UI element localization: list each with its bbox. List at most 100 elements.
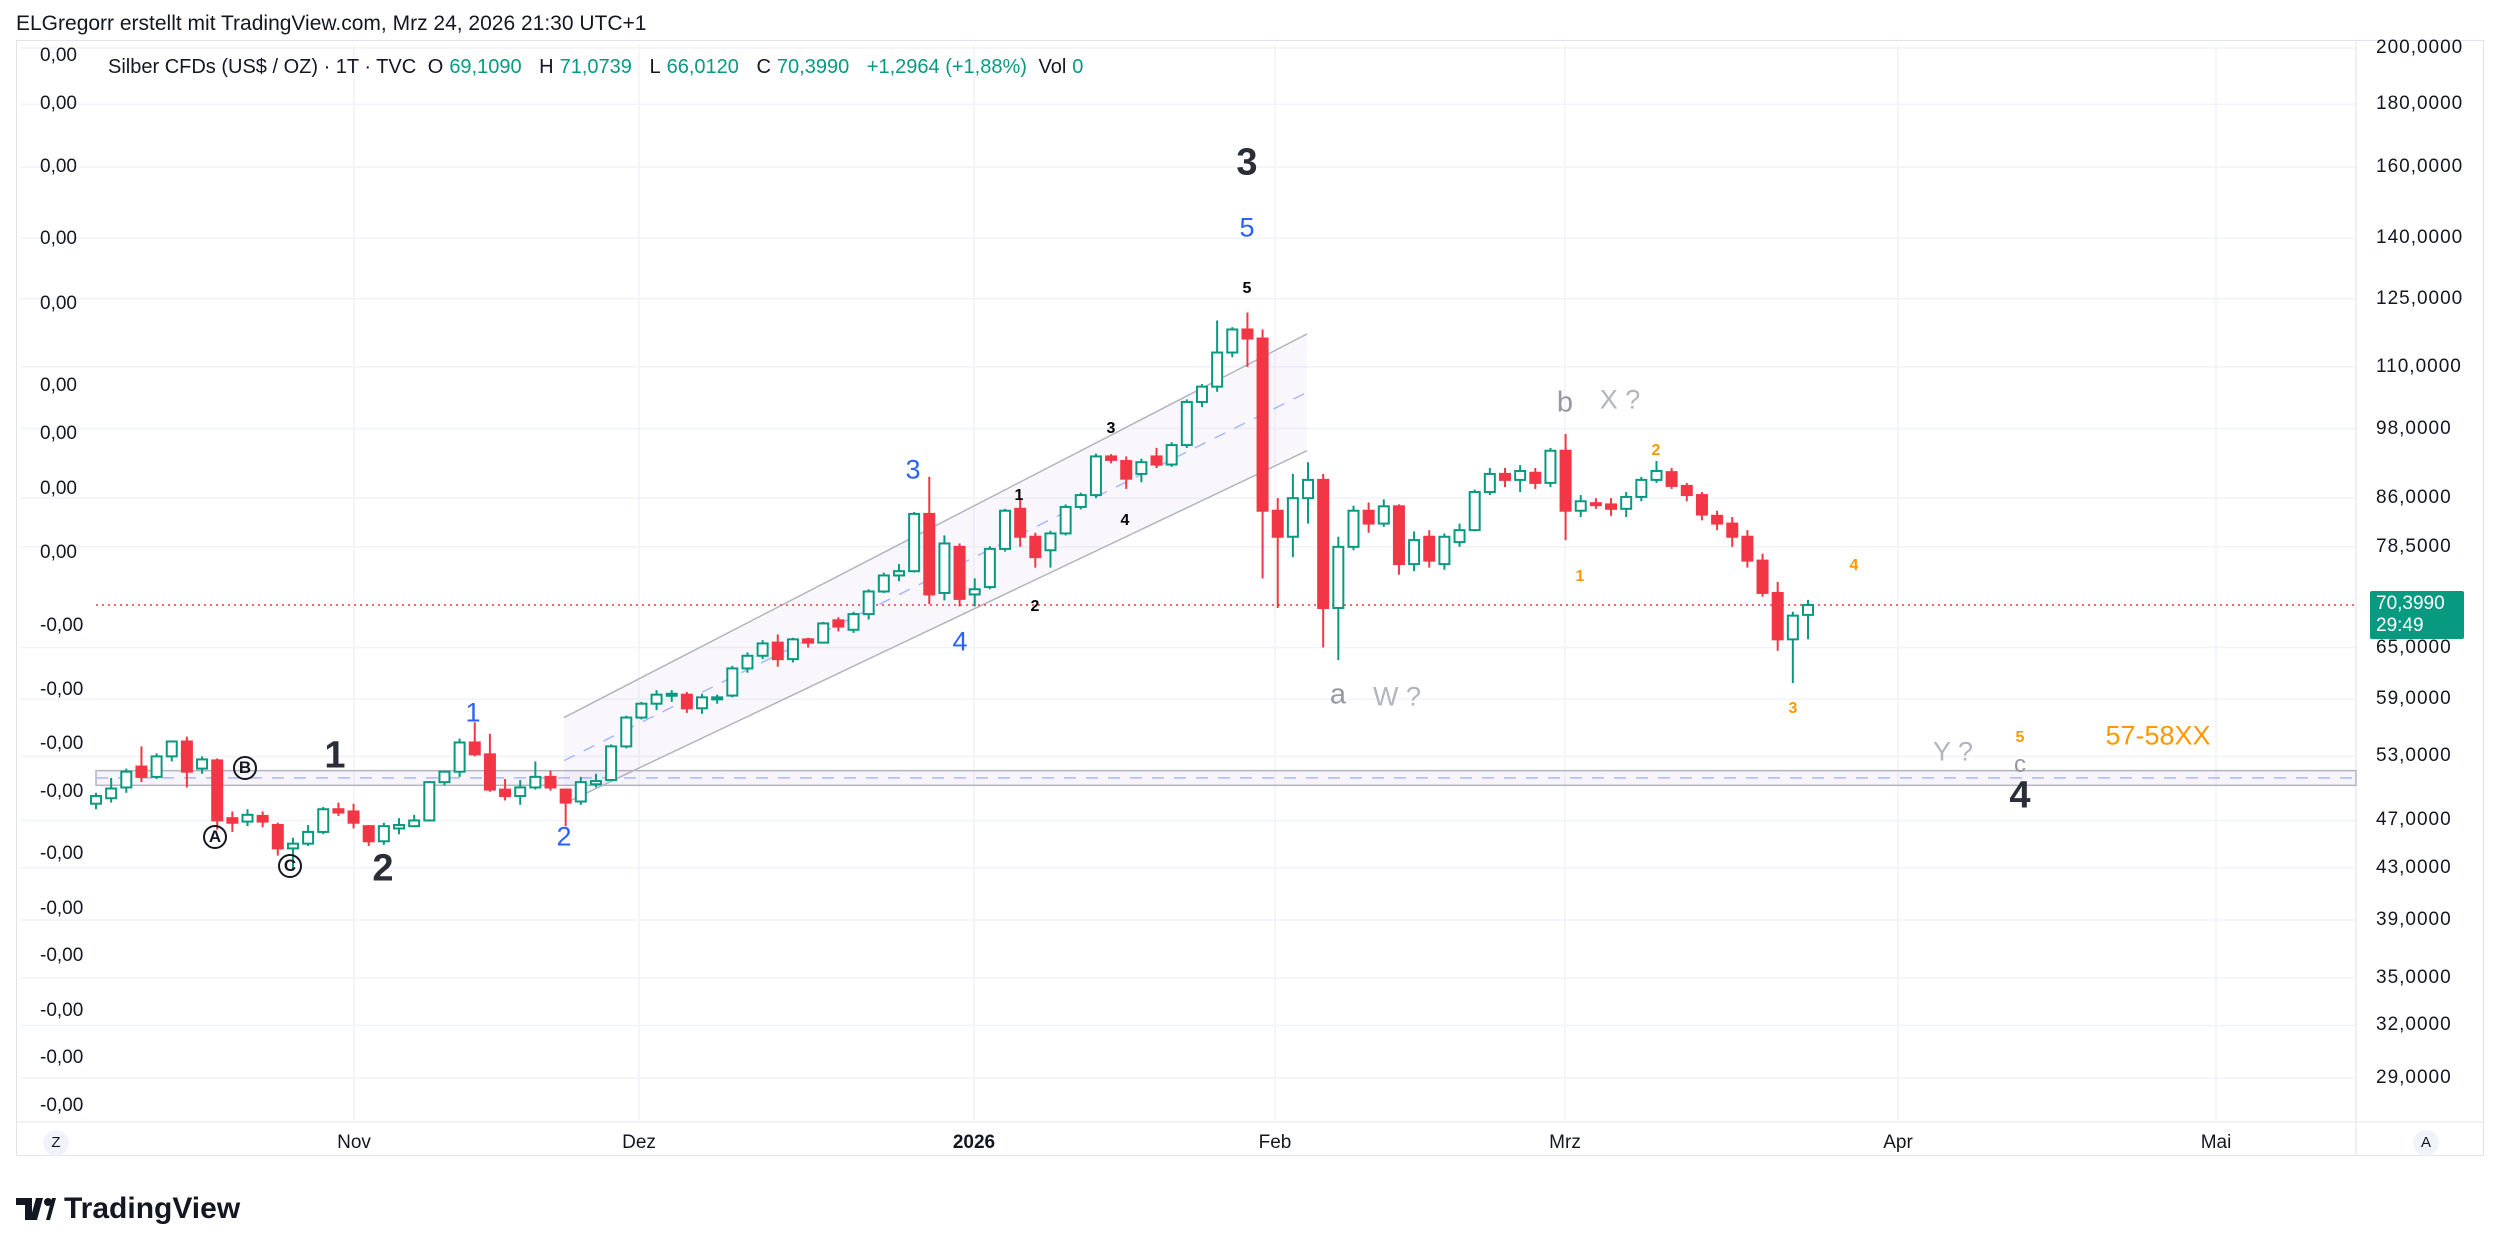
candle [377,822,390,845]
candle-body [1786,614,1799,641]
candle [514,780,527,805]
left-axis-label: -0,00 [40,733,84,754]
candle [135,746,148,783]
candle-body [317,808,330,833]
candle-body [453,741,466,773]
minor-wave-1: 1 [1014,487,1024,504]
candle-body [1680,484,1693,497]
volume-value: 0 [1072,56,1084,78]
candle [317,807,330,835]
candle-body [605,745,618,782]
candle [877,572,890,593]
candle-body [1665,471,1678,487]
candle [468,722,481,757]
candle-body [1605,503,1618,510]
candle [1726,517,1739,547]
candle-body [1362,509,1375,525]
price-tick-label: 140,0000 [2376,227,2464,249]
left-axis-label: 0,00 [40,293,77,314]
blue-wave-5: 5 [1239,212,1255,243]
blue-wave-2: 2 [556,821,572,852]
volume-label: Vol [1038,56,1067,78]
time-zone-button[interactable]: Z [43,1130,69,1156]
candle-body [711,696,724,701]
candle [1226,327,1239,358]
candle [847,611,860,633]
price-tick-label: 98,0000 [2376,417,2452,439]
price-tick-label: 86,0000 [2376,487,2452,509]
wave-label-circled-b: B [233,756,257,780]
candle [150,753,163,779]
candle [1498,468,1511,488]
candle-body [1150,455,1163,466]
candle-body [938,542,951,594]
candle-body [1211,351,1224,388]
open-value: 69,1090 [449,56,522,78]
candle-body [574,781,587,803]
candle-body [150,755,163,778]
price-tick-label: 29,0000 [2376,1067,2452,1088]
candle-body [120,770,133,789]
left-axis-label: 0,00 [40,156,77,177]
candle-body [1695,494,1708,516]
wave-label-b: b [1556,386,1574,419]
candle [1332,536,1345,660]
candle [90,792,102,810]
candle-body [726,667,739,697]
candle [241,809,254,827]
candle [1195,384,1208,408]
candle-body [377,825,390,843]
candle-body [1165,444,1178,466]
candle-body [862,590,875,616]
candle [1529,468,1542,489]
candle [1695,492,1708,521]
logo-text: TradingView [64,1192,241,1225]
left-axis-label: 0,00 [40,542,77,563]
candle-body [620,716,633,748]
candle [1074,492,1087,510]
candle-body [983,547,996,589]
trend-channel-fill [564,333,1307,804]
candle-body [1711,514,1724,525]
tradingview-logo[interactable]: TradingView [16,1192,240,1226]
candle-body [1635,478,1648,498]
wave-label-circled-c: C [278,854,302,878]
drawings [95,333,2357,805]
blue-wave-1: 1 [465,697,481,728]
candle [1559,433,1572,541]
candle [953,543,966,607]
open-label: O [427,56,444,78]
candle-body [1120,460,1133,480]
time-tick-label: Mrz [1549,1132,1581,1153]
candle-body [1620,495,1633,510]
candle [635,701,648,720]
candle-body [741,654,754,670]
auto-scale-button[interactable]: A [2413,1130,2439,1156]
candle-body [1453,529,1466,544]
left-axis-label: -0,00 [40,1047,84,1068]
candle [1635,476,1648,502]
candle-body [1286,497,1299,538]
candle [1741,530,1754,568]
channel-upper-line [563,333,1308,719]
candle [1317,473,1330,648]
wave-label-y: Y ? [1932,736,1974,767]
candle [711,694,724,704]
candle [1347,505,1360,551]
candle [1589,498,1602,509]
left-axis-label: -0,00 [40,679,84,700]
candle [696,693,709,714]
symbol-name[interactable]: Silber CFDs (US$ / OZ) · 1T · TVC [108,56,417,78]
candle-body [1377,505,1390,525]
price-tick-label: 78,5000 [2376,535,2452,557]
candle [1392,504,1405,575]
orange-wave-3: 3 [1788,700,1798,717]
candle-body [180,740,193,773]
candle-body [165,740,178,758]
candle-body [347,810,360,824]
candle-body [1105,455,1118,461]
candle-body [514,786,527,798]
candle [1180,399,1193,448]
low-label: L [649,56,661,78]
